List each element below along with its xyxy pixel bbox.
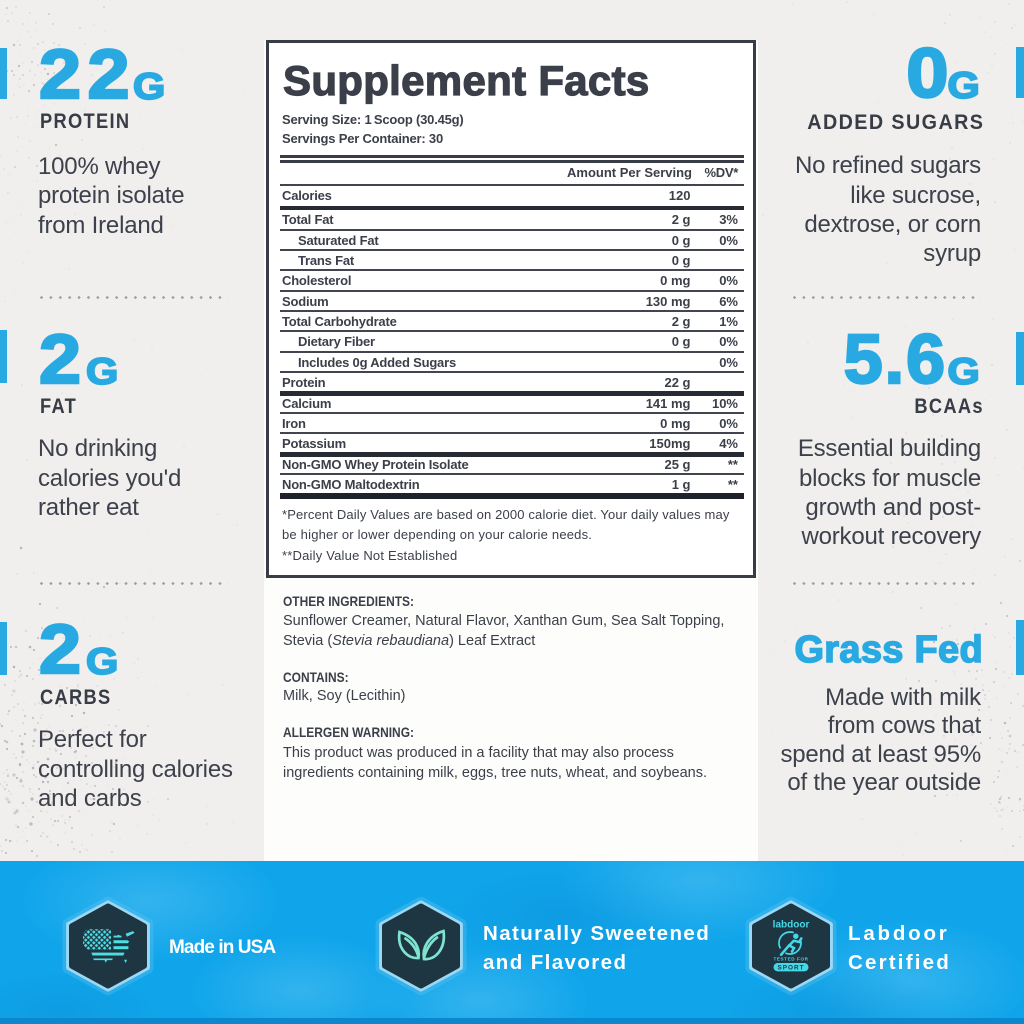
svg-text:labdoor: labdoor	[772, 919, 809, 930]
svg-text:TESTED FOR: TESTED FOR	[773, 956, 808, 961]
svg-text:SPORT: SPORT	[777, 964, 804, 971]
